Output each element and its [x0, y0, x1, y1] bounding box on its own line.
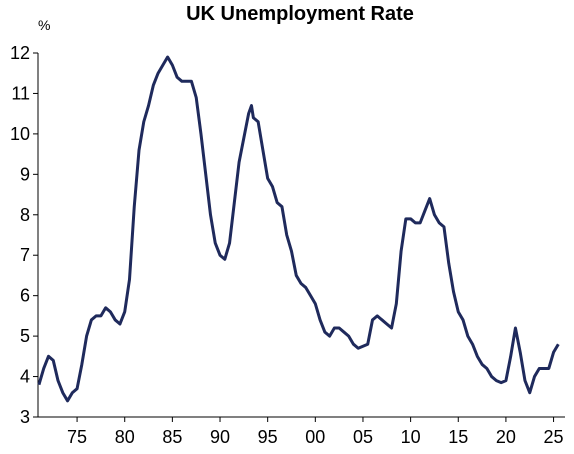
- x-tick-label: 15: [448, 427, 468, 447]
- y-tick-label: 3: [20, 407, 30, 427]
- y-tick-label: 8: [20, 205, 30, 225]
- y-tick-label: 5: [20, 326, 30, 346]
- y-tick-label: 10: [10, 124, 30, 144]
- x-tick-label: 20: [496, 427, 516, 447]
- x-tick-label: 25: [544, 427, 564, 447]
- chart-title: UK Unemployment Rate: [186, 3, 414, 25]
- x-tick-label: 05: [353, 427, 373, 447]
- y-tick-label: 9: [20, 164, 30, 184]
- y-tick-label: 6: [20, 286, 30, 306]
- x-tick-label: 75: [67, 427, 87, 447]
- y-axis-unit: %: [38, 17, 50, 33]
- y-tick-label: 11: [11, 83, 30, 103]
- x-tick-label: 80: [115, 427, 135, 447]
- x-tick-label: 10: [401, 427, 421, 447]
- x-tick-label: 00: [305, 427, 325, 447]
- x-tick-label: 85: [162, 427, 182, 447]
- x-tick-label: 90: [210, 427, 230, 447]
- x-tick-label: 95: [258, 427, 278, 447]
- y-tick-label: 4: [20, 367, 30, 387]
- line-series: [37, 55, 560, 403]
- y-tick-label: 7: [20, 245, 30, 265]
- y-tick-label: 12: [10, 43, 30, 63]
